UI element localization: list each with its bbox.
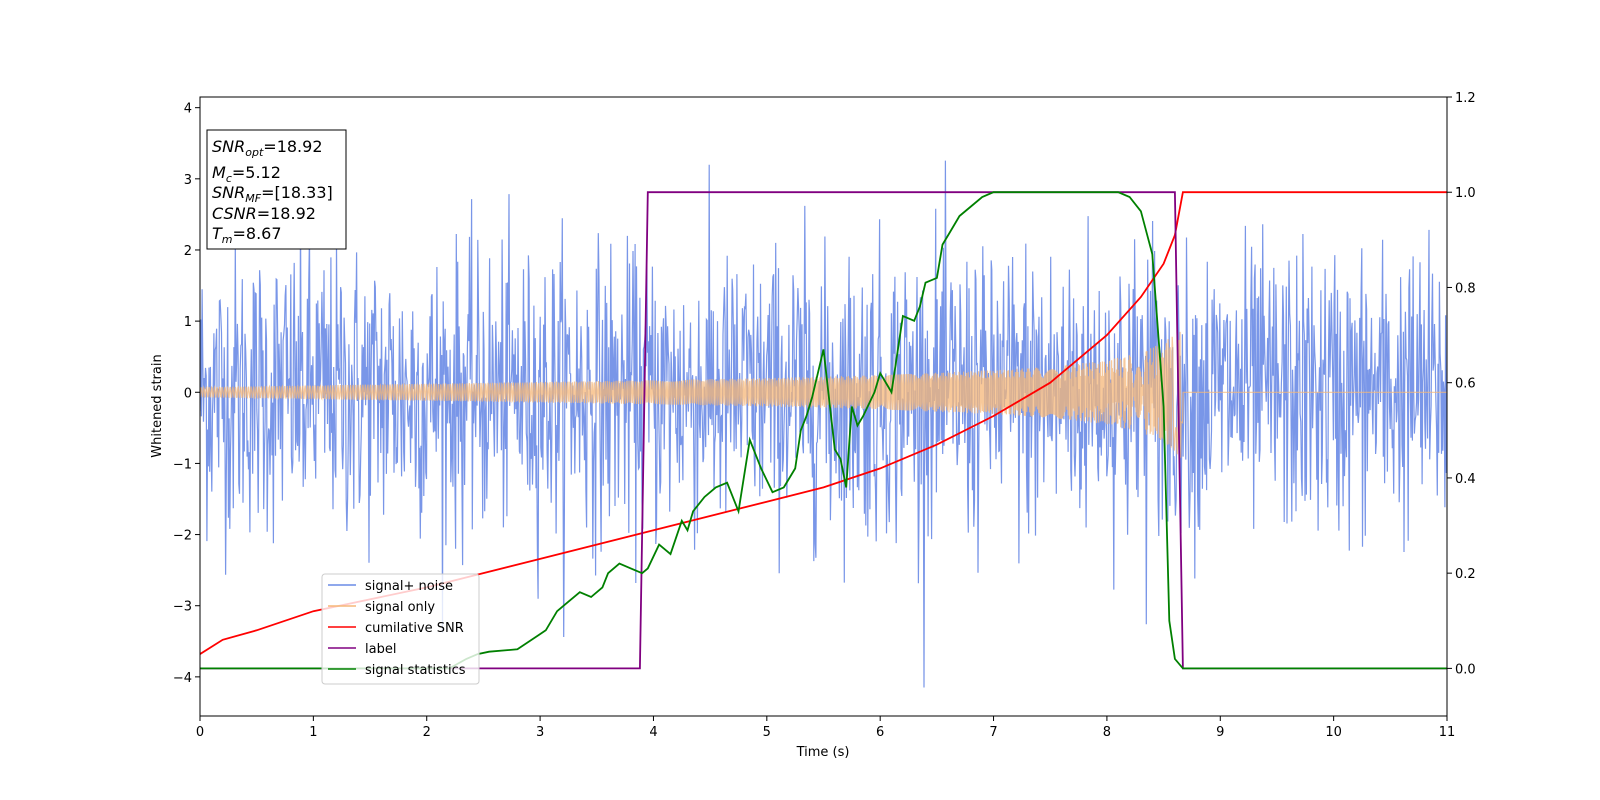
x-tick-label: 9	[1216, 725, 1224, 740]
left-y-tick-label: 2	[184, 244, 192, 259]
right-y-tick-label: 1.2	[1455, 91, 1476, 106]
y-axis-label: Whitened strain	[150, 354, 165, 457]
left-y-tick-label: −3	[173, 600, 192, 615]
annotation-snr-mf: SNRMF=[18.33]	[212, 183, 333, 205]
series-line-signal-statistics	[200, 191, 1447, 670]
right-y-tick-label: 0.8	[1455, 281, 1476, 296]
legend-label-signal-only: signal only	[365, 600, 435, 615]
left-y-tick-label: −2	[173, 529, 192, 544]
x-tick-label: 6	[876, 725, 884, 740]
annotation-csnr: CSNR=18.92	[212, 204, 316, 223]
annotation-snr-opt: SNRopt=18.92	[212, 137, 323, 159]
left-y-tick-label: 0	[184, 386, 192, 401]
left-y-tick-label: 4	[184, 102, 192, 117]
x-tick-label: 8	[1103, 725, 1111, 740]
x-axis-label: Time (s)	[796, 745, 850, 760]
series-line-signal-only	[200, 331, 1447, 458]
legend-label-signal-statistics: signal statistics	[365, 663, 466, 678]
right-y-tick-label: 1.0	[1455, 186, 1476, 201]
x-tick-label: 11	[1439, 725, 1456, 740]
right-y-tick-label: 0.2	[1455, 567, 1476, 582]
x-axis: 0 1 2 3 4 5 6 7 8 9 10 11	[196, 716, 1455, 740]
x-tick-label: 2	[423, 725, 431, 740]
legend: signal+ noise signal only cumilative SNR…	[321, 573, 480, 685]
legend-label-label: label	[365, 642, 396, 657]
annotation-mc: Mc=5.12	[212, 163, 281, 185]
x-tick-label: 10	[1325, 725, 1342, 740]
x-tick-label: 5	[763, 725, 771, 740]
left-y-axis: −4 −3 −2 −1 0 1 2 3 4	[173, 102, 200, 686]
left-y-tick-label: −1	[173, 457, 192, 472]
legend-label-signal-noise: signal+ noise	[365, 579, 453, 594]
annotation-box: SNRopt=18.92 Mc=5.12 SNRMF=[18.33] CSNR=…	[206, 129, 347, 250]
right-y-tick-label: 0.4	[1455, 472, 1476, 487]
right-y-axis: 0.0 0.2 0.4 0.6 0.8 1.0 1.2	[1447, 91, 1476, 677]
annotation-frame	[206, 129, 347, 250]
x-tick-label: 7	[989, 725, 997, 740]
left-y-tick-label: 1	[184, 315, 192, 330]
left-y-tick-label: 3	[184, 173, 192, 188]
annotation-tm: Tm=8.67	[212, 224, 282, 246]
legend-label-cumulative-snr: cumilative SNR	[365, 621, 464, 636]
legend-frame	[321, 573, 480, 685]
left-y-tick-label: −4	[173, 671, 192, 686]
x-tick-label: 1	[309, 725, 317, 740]
x-tick-label: 3	[536, 725, 544, 740]
right-y-tick-label: 0.0	[1455, 662, 1476, 677]
plot-frame	[199, 96, 1448, 717]
x-tick-label: 0	[196, 725, 204, 740]
x-tick-label: 4	[649, 725, 657, 740]
right-y-tick-label: 0.6	[1455, 377, 1476, 392]
